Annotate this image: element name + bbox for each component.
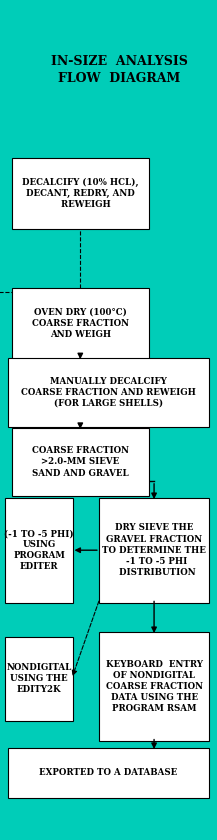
FancyBboxPatch shape <box>99 632 209 741</box>
FancyBboxPatch shape <box>99 497 209 603</box>
Text: DECALCIFY (10% HCL),
DECANT, REDRY, AND
    REWEIGH: DECALCIFY (10% HCL), DECANT, REDRY, AND … <box>22 177 139 209</box>
Text: (-1 TO -5 PHI)
USING
PROGRAM
EDITER: (-1 TO -5 PHI) USING PROGRAM EDITER <box>4 529 74 571</box>
FancyBboxPatch shape <box>5 637 73 721</box>
Text: KEYBOARD  ENTRY
OF NONDIGITAL
COARSE FRACTION
DATA USING THE
PROGRAM RSAM: KEYBOARD ENTRY OF NONDIGITAL COARSE FRAC… <box>105 659 203 713</box>
Text: OVEN DRY (100°C)
COARSE FRACTION
AND WEIGH: OVEN DRY (100°C) COARSE FRACTION AND WEI… <box>32 307 129 339</box>
Text: DRY SIEVE THE
GRAVEL FRACTION
TO DETERMINE THE
  -1 TO -5 PHI
  DISTRIBUTION: DRY SIEVE THE GRAVEL FRACTION TO DETERMI… <box>102 523 206 577</box>
FancyBboxPatch shape <box>5 497 73 603</box>
FancyBboxPatch shape <box>8 358 209 427</box>
Text: IN-SIZE  ANALYSIS
FLOW  DIAGRAM: IN-SIZE ANALYSIS FLOW DIAGRAM <box>51 55 188 85</box>
FancyBboxPatch shape <box>12 287 149 359</box>
FancyBboxPatch shape <box>8 748 209 798</box>
Text: MANUALLY DECALCIFY
COARSE FRACTION AND REWEIGH
(FOR LARGE SHELLS): MANUALLY DECALCIFY COARSE FRACTION AND R… <box>21 376 196 408</box>
Text: NONDIGITAL
USING THE
EDITY2K: NONDIGITAL USING THE EDITY2K <box>6 663 72 695</box>
FancyBboxPatch shape <box>12 428 149 496</box>
FancyBboxPatch shape <box>12 157 149 228</box>
Text: EXPORTED TO A DATABASE: EXPORTED TO A DATABASE <box>39 769 178 777</box>
Text: COARSE FRACTION
>2.0-MM SIEVE
SAND AND GRAVEL: COARSE FRACTION >2.0-MM SIEVE SAND AND G… <box>32 446 129 478</box>
